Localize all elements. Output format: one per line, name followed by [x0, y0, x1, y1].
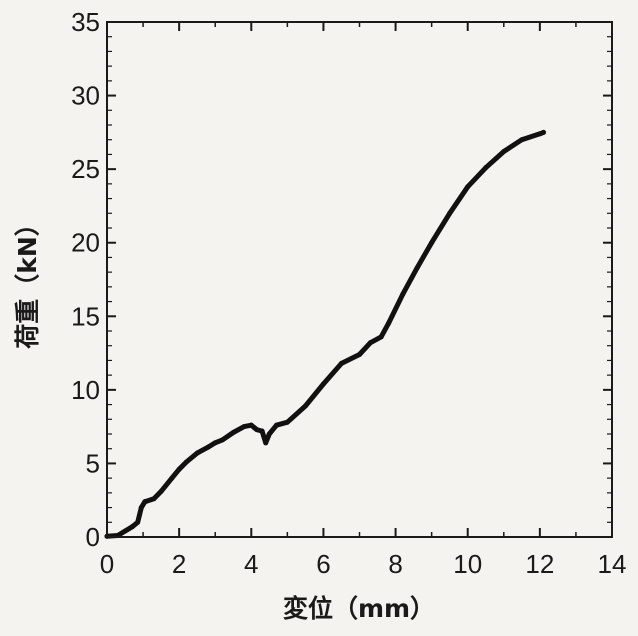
series-layer [104, 129, 546, 539]
y-tick-label: 35 [71, 7, 100, 37]
data-point [241, 424, 247, 430]
data-point [400, 291, 406, 297]
data-point [338, 360, 344, 366]
data-point [357, 352, 362, 358]
data-point [429, 240, 435, 246]
data-point [230, 430, 236, 436]
data-point [259, 428, 265, 434]
data-point [519, 137, 525, 143]
data-point [302, 403, 308, 409]
data-point [274, 422, 280, 428]
y-tick-label: 5 [86, 448, 100, 478]
data-point [483, 165, 489, 171]
data-point [501, 148, 507, 154]
y-tick-label: 20 [71, 228, 100, 258]
data-point [205, 444, 211, 450]
plot-frame [106, 21, 613, 538]
y-tick-label: 15 [71, 301, 100, 331]
data-point [138, 505, 144, 511]
data-point [447, 210, 453, 216]
data-point [142, 499, 148, 505]
x-tick-label: 12 [525, 549, 554, 579]
data-point [385, 321, 391, 327]
data-point [254, 427, 260, 433]
data-point [194, 450, 200, 456]
data-point [169, 475, 175, 481]
data-point [465, 184, 471, 190]
y-tick-label: 10 [71, 375, 100, 405]
y-tick-label: 25 [71, 154, 100, 184]
data-point [212, 440, 218, 446]
x-tick-label: 2 [172, 549, 186, 579]
data-point [367, 340, 373, 346]
data-point [320, 381, 326, 387]
data-point [284, 419, 290, 425]
data-point [248, 422, 254, 428]
y-tick-label: 30 [71, 81, 100, 111]
x-tick-label: 6 [316, 549, 330, 579]
x-tick-label: 8 [388, 549, 402, 579]
x-axis-title: 変位（mm） [283, 594, 435, 623]
data-point [183, 459, 189, 465]
data-point [129, 524, 135, 530]
x-tick-label: 14 [598, 549, 627, 579]
data-point [219, 437, 225, 443]
data-point [135, 519, 141, 525]
tick-labels: 0 2 4 6 8 10 12 14 0 5 10 15 20 25 30 35 [71, 7, 626, 579]
data-point [122, 528, 128, 534]
y-tick-label: 0 [86, 522, 100, 552]
data-point [378, 334, 384, 340]
data-point [151, 496, 157, 502]
y-axis-title: 荷重（kN） [13, 211, 42, 349]
data-point [540, 129, 546, 135]
data-point [414, 265, 420, 271]
axis-ticks [106, 21, 613, 538]
x-tick-label: 0 [100, 549, 114, 579]
x-tick-label: 10 [453, 549, 482, 579]
data-point [176, 466, 182, 472]
x-tick-label: 4 [244, 549, 258, 579]
data-point [266, 431, 272, 437]
data-point [263, 440, 269, 446]
data-point [158, 488, 164, 494]
